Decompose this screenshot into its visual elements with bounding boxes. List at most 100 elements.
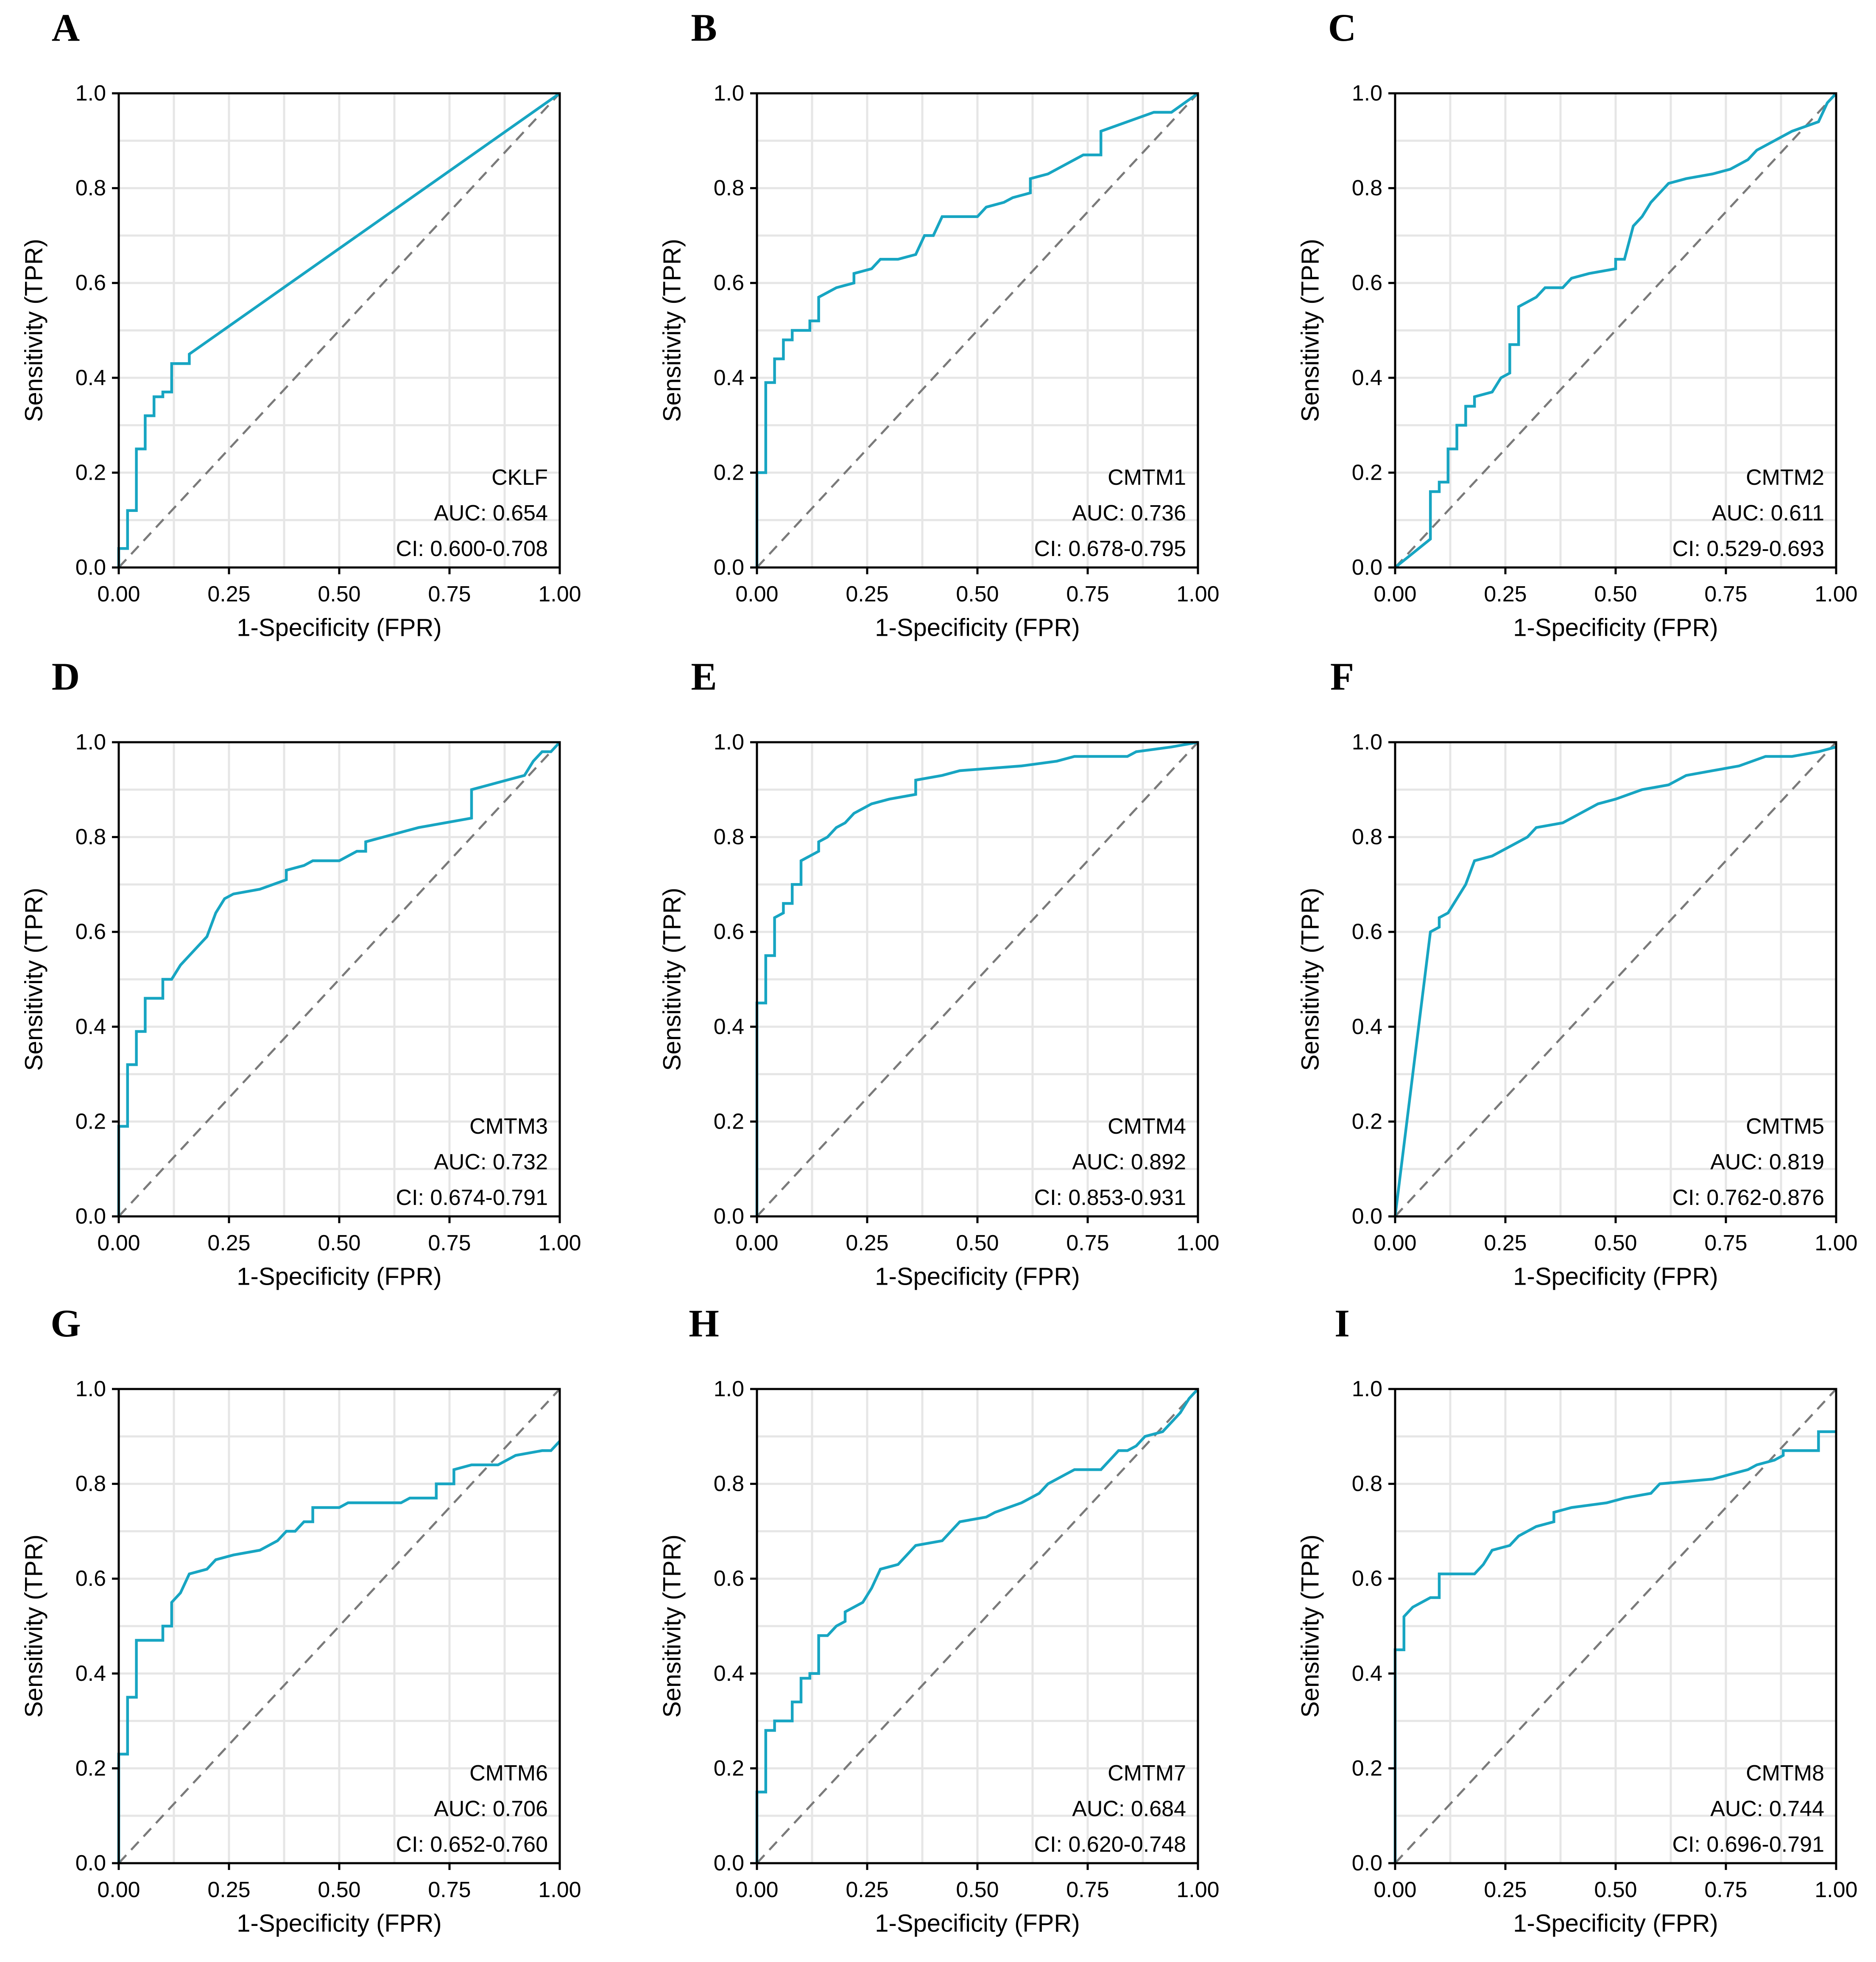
roc-curve	[117, 1440, 561, 1863]
x-axis-label: 1-Specificity (FPR)	[875, 614, 1080, 642]
auc-label: AUC: 0.819	[1710, 1150, 1824, 1174]
roc-curve	[755, 92, 1199, 567]
x-tick-label: 0.25	[1484, 582, 1527, 606]
x-tick-label: 1.00	[1815, 582, 1857, 606]
x-axis-label: 1-Specificity (FPR)	[1513, 1910, 1718, 1937]
x-tick-label: 1.00	[538, 582, 581, 606]
panel-letter: H	[689, 1302, 719, 1345]
y-tick-label: 0.4	[714, 366, 744, 390]
x-tick-label: 1.00	[1815, 1231, 1857, 1255]
x-tick-label: 0.00	[97, 582, 140, 606]
x-tick-label: 0.25	[207, 1878, 250, 1902]
grid	[757, 1389, 1198, 1863]
panel-i: I 0.00 0.25 0.50 0.75 1.00 0.0 0.2 0.4 0.6 0.8 1.0 1…	[1297, 1302, 1858, 1937]
reference-diagonal	[756, 741, 1199, 1217]
y-tick-label: 0.4	[75, 1661, 106, 1686]
x-tick-label: 0.00	[1374, 1231, 1416, 1255]
x-tick-label: 0.00	[1374, 582, 1416, 606]
auc-label: AUC: 0.706	[434, 1797, 548, 1821]
y-tick-label: 0.2	[1352, 1756, 1382, 1780]
y-tick-label: 0.6	[75, 271, 106, 295]
x-tick-label: 0.25	[207, 1231, 250, 1255]
panel-letter: E	[691, 655, 717, 698]
x-tick-label: 0.50	[956, 582, 999, 606]
panel-letter: F	[1330, 655, 1354, 698]
y-tick-label: 0.0	[75, 1204, 106, 1229]
auc-label: AUC: 0.892	[1072, 1150, 1186, 1174]
x-axis-label: 1-Specificity (FPR)	[237, 1263, 441, 1291]
panel-letter: I	[1334, 1302, 1350, 1345]
x-tick-label: 0.25	[846, 1878, 888, 1902]
y-tick-label: 0.6	[1352, 271, 1382, 295]
y-tick-label: 0.2	[75, 460, 106, 485]
y-tick-label: 0.0	[1352, 1851, 1382, 1875]
y-tick-label: 0.0	[1352, 555, 1382, 580]
panel-h: H 0.00 0.25 0.50 0.75 1.00 0.0 0.2 0.4 0.6 0.8 1.0 1…	[659, 1302, 1220, 1937]
grid	[757, 93, 1198, 567]
gene-label: CMTM4	[1108, 1114, 1186, 1139]
y-tick-label: 1.0	[714, 1377, 744, 1401]
grid	[1395, 93, 1836, 567]
y-tick-label: 0.4	[1352, 1661, 1382, 1686]
auc-label: AUC: 0.654	[434, 501, 548, 525]
y-tick-label: 0.8	[75, 1472, 106, 1496]
ci-label: CI: 0.678-0.795	[1034, 537, 1186, 561]
x-tick-label: 0.75	[1066, 1878, 1109, 1902]
y-tick-label: 0.2	[75, 1109, 106, 1134]
auc-label: AUC: 0.611	[1712, 501, 1824, 525]
y-tick-label: 1.0	[75, 81, 106, 106]
auc-label: AUC: 0.736	[1072, 501, 1186, 525]
x-tick-label: 0.75	[428, 582, 471, 606]
roc-curve	[755, 1388, 1199, 1863]
y-tick-label: 0.2	[714, 1756, 744, 1780]
x-axis-label: 1-Specificity (FPR)	[1513, 1263, 1718, 1291]
y-tick-label: 0.8	[1352, 1472, 1382, 1496]
panel-letter: C	[1328, 6, 1356, 49]
reference-diagonal	[756, 92, 1199, 568]
y-tick-label: 0.4	[714, 1015, 744, 1039]
y-tick-label: 0.8	[75, 825, 106, 850]
x-tick-label: 1.00	[1815, 1878, 1857, 1902]
x-tick-label: 0.75	[1704, 1231, 1747, 1255]
x-axis-label: 1-Specificity (FPR)	[237, 614, 441, 642]
y-tick-label: 0.4	[75, 366, 106, 390]
y-tick-label: 1.0	[714, 81, 744, 106]
reference-diagonal	[118, 1388, 561, 1864]
panel-c: C 0.00 0.25 0.50 0.75 1.00 0.0 0.2 0.4 0.6 0.8 1.0 1…	[1297, 6, 1858, 642]
grid	[119, 742, 560, 1216]
panel-g: G 0.00 0.25 0.50 0.75 1.00 0.0 0.2 0.4 0.6 0.8 1.0 1…	[20, 1302, 581, 1937]
x-tick-label: 0.75	[1066, 582, 1109, 606]
ci-label: CI: 0.529-0.693	[1672, 537, 1824, 561]
auc-label: AUC: 0.732	[434, 1150, 548, 1174]
y-tick-label: 0.6	[75, 920, 106, 944]
y-tick-label: 0.6	[714, 1566, 744, 1591]
ci-label: CI: 0.674-0.791	[396, 1185, 548, 1210]
y-tick-label: 0.2	[714, 460, 744, 485]
y-axis-label: Sensitivity (TPR)	[20, 1534, 48, 1718]
x-axis-label: 1-Specificity (FPR)	[1513, 614, 1718, 642]
gene-label: CMTM1	[1108, 465, 1186, 490]
ci-label: CI: 0.696-0.791	[1672, 1832, 1824, 1857]
y-axis-label: Sensitivity (TPR)	[659, 239, 686, 422]
x-tick-label: 0.25	[846, 582, 888, 606]
ci-label: CI: 0.620-0.748	[1034, 1832, 1186, 1857]
y-tick-label: 0.6	[1352, 1566, 1382, 1591]
y-tick-label: 0.2	[1352, 460, 1382, 485]
y-tick-label: 0.8	[714, 825, 744, 850]
x-tick-label: 0.75	[1704, 1878, 1747, 1902]
y-tick-label: 0.0	[75, 1851, 106, 1875]
gene-label: CMTM7	[1108, 1761, 1186, 1786]
reference-diagonal	[1394, 1388, 1837, 1864]
x-tick-label: 1.00	[1176, 1231, 1219, 1255]
reference-diagonal	[118, 92, 561, 568]
x-tick-label: 0.25	[846, 1231, 888, 1255]
y-tick-label: 0.8	[714, 176, 744, 201]
x-tick-label: 0.50	[1594, 1878, 1637, 1902]
reference-diagonal	[756, 1388, 1199, 1864]
grid	[757, 742, 1198, 1216]
y-tick-label: 0.0	[75, 555, 106, 580]
panel-a: A 0.00 0.25 0.50 0.75 1.00 0.0 0.2 0.4 0.6 0.8 1.0 1…	[20, 6, 581, 642]
x-tick-label: 0.00	[97, 1231, 140, 1255]
panel-letter: A	[52, 6, 80, 49]
roc-curve	[1393, 746, 1837, 1217]
